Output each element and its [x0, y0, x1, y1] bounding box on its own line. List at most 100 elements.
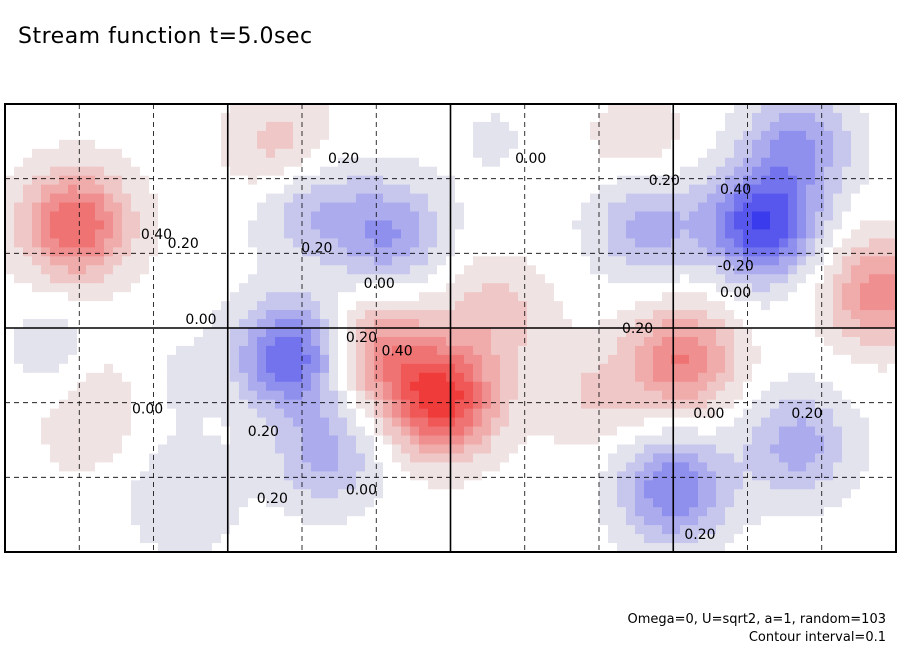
- heatmap-cell: [518, 372, 528, 383]
- heatmap-cell: [653, 112, 663, 123]
- heatmap-cell: [374, 471, 384, 481]
- heatmap-cell: [662, 354, 672, 365]
- heatmap-cell: [194, 193, 204, 204]
- heatmap-cell: [167, 202, 177, 213]
- heatmap-cell: [779, 112, 789, 123]
- heatmap-cell: [770, 372, 780, 383]
- heatmap-cell: [68, 453, 78, 463]
- heatmap-cell: [113, 336, 123, 347]
- heatmap-cell: [698, 489, 708, 499]
- heatmap-cell: [455, 480, 465, 490]
- heatmap-cell: [599, 166, 609, 177]
- heatmap-cell: [815, 435, 825, 446]
- heatmap-cell: [32, 336, 42, 347]
- heatmap-cell: [410, 417, 420, 428]
- heatmap-cell: [734, 130, 744, 141]
- heatmap-cell: [725, 256, 735, 266]
- heatmap-cell: [545, 148, 555, 159]
- heatmap-cell: [761, 363, 771, 374]
- heatmap-cell: [671, 444, 681, 455]
- heatmap-cell: [50, 247, 60, 257]
- heatmap-cell: [779, 372, 789, 383]
- heatmap-cell: [473, 489, 483, 499]
- heatmap-cell: [473, 516, 483, 526]
- heatmap-cell: [500, 345, 510, 356]
- heatmap-cell: [248, 121, 258, 132]
- heatmap-cell: [869, 498, 879, 508]
- heatmap-cell: [185, 202, 195, 213]
- heatmap-cell: [194, 175, 204, 186]
- heatmap-cell: [239, 354, 249, 365]
- heatmap-cell: [77, 516, 87, 526]
- heatmap-cell: [842, 211, 852, 222]
- heatmap-cell: [104, 211, 114, 222]
- heatmap-cell: [140, 265, 150, 275]
- heatmap-cell: [527, 157, 537, 168]
- heatmap-cell: [401, 274, 411, 284]
- heatmap-cell: [770, 336, 780, 347]
- heatmap-cell: [617, 139, 627, 150]
- heatmap-cell: [851, 390, 861, 401]
- heatmap-cell: [590, 498, 600, 508]
- heatmap-cell: [113, 363, 123, 374]
- heatmap-cell: [401, 112, 411, 123]
- heatmap-cell: [329, 130, 339, 141]
- heatmap-cell: [680, 408, 690, 419]
- heatmap-cell: [428, 166, 438, 177]
- heatmap-cell: [167, 435, 177, 446]
- heatmap-cell: [878, 426, 888, 437]
- heatmap-cell: [77, 175, 87, 186]
- heatmap-cell: [176, 175, 186, 186]
- heatmap-cell: [401, 417, 411, 428]
- heatmap-cell: [824, 166, 834, 177]
- heatmap-cell: [887, 354, 897, 365]
- heatmap-cell: [239, 390, 249, 401]
- heatmap-cell: [545, 256, 555, 266]
- heatmap-cell: [383, 292, 393, 302]
- heatmap-cell: [95, 184, 105, 195]
- heatmap-cell: [59, 238, 69, 248]
- heatmap-cell: [293, 453, 303, 463]
- heatmap-cell: [680, 283, 690, 293]
- heatmap-cell: [185, 444, 195, 455]
- heatmap-cell: [221, 336, 231, 347]
- heatmap-cell: [131, 498, 141, 508]
- heatmap-cell: [617, 310, 627, 320]
- heatmap-cell: [455, 121, 465, 132]
- heatmap-cell: [428, 345, 438, 356]
- heatmap-cell: [329, 498, 339, 508]
- heatmap-cell: [203, 354, 213, 365]
- heatmap-cell: [158, 283, 168, 293]
- heatmap-cell: [815, 354, 825, 365]
- heatmap-cell: [86, 381, 96, 392]
- heatmap-cell: [392, 381, 402, 392]
- heatmap-cell: [320, 247, 330, 257]
- heatmap-cell: [653, 507, 663, 517]
- heatmap-cell: [527, 274, 537, 284]
- heatmap-cell: [752, 148, 762, 159]
- heatmap-cell: [320, 292, 330, 302]
- heatmap-cell: [239, 283, 249, 293]
- heatmap-cell: [617, 229, 627, 239]
- heatmap-cell: [563, 211, 573, 222]
- heatmap-cell: [518, 453, 528, 463]
- heatmap-cell: [59, 166, 69, 177]
- heatmap-cell: [221, 130, 231, 141]
- heatmap-cell: [239, 310, 249, 320]
- heatmap-cell: [185, 408, 195, 419]
- heatmap-cell: [860, 148, 870, 159]
- heatmap-cell: [77, 139, 87, 150]
- heatmap-cell: [653, 157, 663, 168]
- heatmap-cell: [680, 104, 690, 114]
- heatmap-cell: [59, 372, 69, 383]
- heatmap-cell: [680, 381, 690, 392]
- heatmap-cell: [662, 498, 672, 508]
- heatmap-cell: [50, 354, 60, 365]
- heatmap-cell: [104, 247, 114, 257]
- heatmap-cell: [158, 265, 168, 275]
- heatmap-cell: [104, 426, 114, 437]
- heatmap-cell: [356, 247, 366, 257]
- heatmap-cell: [626, 157, 636, 168]
- heatmap-cell: [482, 193, 492, 204]
- heatmap-cell: [50, 328, 60, 338]
